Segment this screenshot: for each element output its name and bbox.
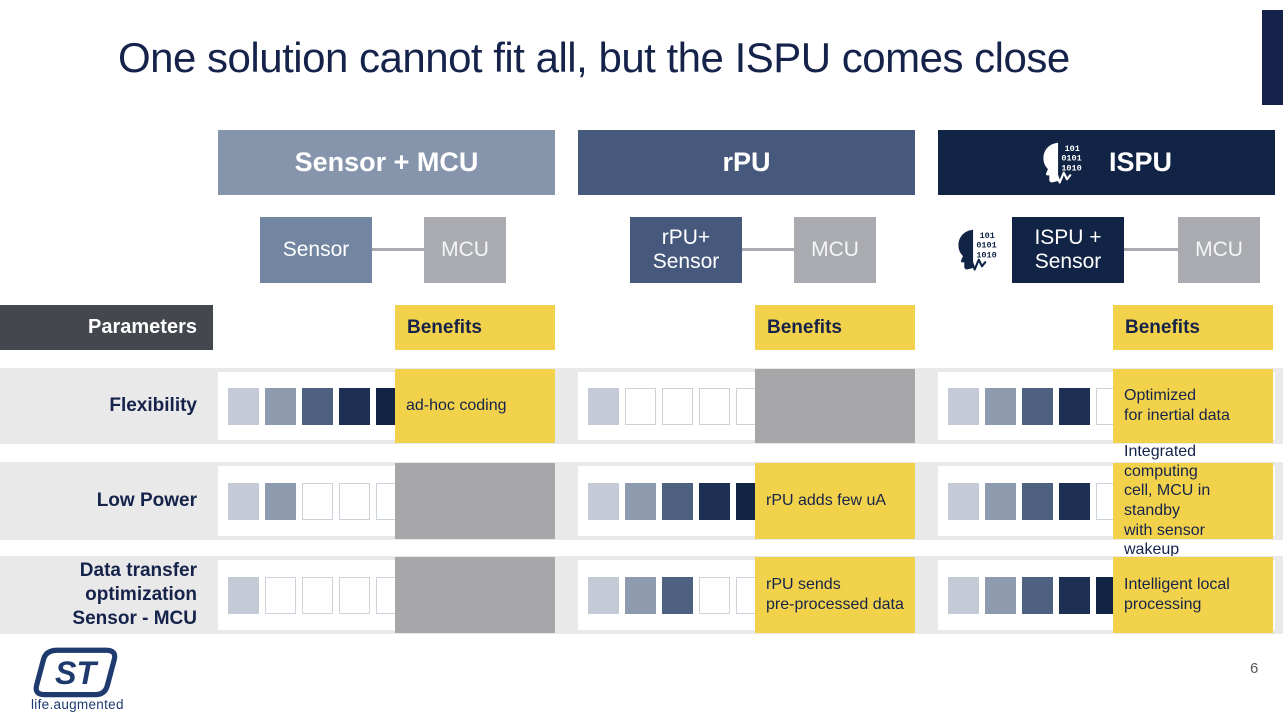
column-header-rpu: rPU <box>578 130 915 195</box>
rating-square <box>339 387 370 425</box>
benefit-box: rPU sends pre-processed data <box>755 557 915 633</box>
rating-squares <box>228 560 407 630</box>
rating-square <box>662 387 693 425</box>
rating-square <box>948 576 979 614</box>
rating-square <box>265 576 296 614</box>
column-header-label: rPU <box>722 147 771 177</box>
benefit-box <box>395 463 555 539</box>
rating-square <box>662 576 693 614</box>
rating-square <box>985 482 1016 520</box>
diagram-box-mcu: MCU <box>424 217 506 283</box>
connector-line <box>372 248 424 251</box>
logo-tagline: life.augmented <box>31 697 124 712</box>
rating-squares <box>588 560 767 630</box>
connector-line <box>1124 248 1178 251</box>
benefit-box: rPU adds few uA <box>755 463 915 539</box>
column-header-sensor-mcu: Sensor + MCU <box>218 130 555 195</box>
rating-square <box>662 482 693 520</box>
svg-text:0101: 0101 <box>976 241 996 251</box>
rating-square <box>1059 387 1090 425</box>
rating-square <box>625 387 656 425</box>
rating-square <box>588 576 619 614</box>
rating-square <box>302 482 333 520</box>
column-header-label: Sensor + MCU <box>294 147 479 177</box>
rating-square <box>625 482 656 520</box>
rating-square <box>588 482 619 520</box>
benefit-box <box>395 557 555 633</box>
rating-square <box>699 576 730 614</box>
svg-text:0101: 0101 <box>1061 153 1081 163</box>
rating-squares <box>228 372 407 440</box>
diagram-box-mcu: MCU <box>1178 217 1260 283</box>
rating-square <box>339 576 370 614</box>
svg-text:ST: ST <box>55 655 98 691</box>
benefits-header-ispu: Benefits <box>1113 305 1273 350</box>
column-header-label: ISPU <box>1108 147 1173 177</box>
benefits-header-sensor-mcu: Benefits <box>395 305 555 350</box>
diagram-box-rpu-sensor: rPU+ Sensor <box>630 217 742 283</box>
benefit-box: Integrated computing cell, MCU in standb… <box>1113 443 1273 558</box>
rating-square <box>265 387 296 425</box>
title-accent-bar <box>1262 10 1283 105</box>
benefit-box <box>755 369 915 443</box>
rating-square <box>302 387 333 425</box>
rating-square <box>948 387 979 425</box>
rating-square <box>1022 576 1053 614</box>
rating-squares <box>588 466 767 536</box>
rating-squares <box>948 560 1127 630</box>
diagram-box-ispu-sensor: ISPU + Sensor <box>1012 217 1124 283</box>
benefit-box: Optimized for inertial data <box>1113 369 1273 443</box>
diagram-box-mcu: MCU <box>794 217 876 283</box>
rating-square <box>948 482 979 520</box>
svg-text:1010: 1010 <box>1061 163 1081 173</box>
parameters-header: Parameters <box>0 305 213 350</box>
benefit-box: Intelligent local processing <box>1113 557 1273 633</box>
rating-squares <box>948 466 1127 536</box>
benefits-header-rpu: Benefits <box>755 305 915 350</box>
rating-square <box>228 387 259 425</box>
rating-square <box>228 482 259 520</box>
svg-text:101: 101 <box>980 231 995 241</box>
benefit-box: ad-hoc coding <box>395 369 555 443</box>
rating-square <box>265 482 296 520</box>
rating-square <box>588 387 619 425</box>
rating-square <box>1022 482 1053 520</box>
row-label: Low Power <box>96 490 197 512</box>
rating-square <box>985 387 1016 425</box>
row-label: Data transfer optimization Sensor - MCU <box>72 560 197 629</box>
diagram-box-sensor: Sensor <box>260 217 372 283</box>
rating-square <box>339 482 370 520</box>
ispu-head-binary-icon: 101 0101 1010 <box>956 221 1008 279</box>
page-number: 6 <box>1250 660 1259 677</box>
column-header-ispu: 101 0101 1010 ISPU <box>938 130 1275 195</box>
rating-square <box>699 482 730 520</box>
row-flexibility: Flexibility ad-hoc coding Optimized for … <box>0 368 1283 444</box>
ispu-head-binary-icon: 101 0101 1010 <box>1041 141 1093 185</box>
rating-square <box>228 576 259 614</box>
rating-square <box>625 576 656 614</box>
rating-square <box>1022 387 1053 425</box>
st-logo: ST <box>33 647 118 698</box>
rating-squares <box>228 466 407 536</box>
rating-square <box>1059 576 1090 614</box>
svg-text:1010: 1010 <box>976 250 996 260</box>
rating-square <box>699 387 730 425</box>
row-data-transfer: Data transfer optimization Sensor - MCU … <box>0 556 1283 634</box>
row-label: Flexibility <box>109 395 197 417</box>
svg-text:101: 101 <box>1065 143 1080 153</box>
rating-square <box>302 576 333 614</box>
rating-squares <box>948 372 1127 440</box>
rating-squares <box>588 372 767 440</box>
page-title: One solution cannot fit all, but the ISP… <box>118 34 1070 81</box>
row-low-power: Low Power rPU adds few uA Integrated com… <box>0 443 1283 558</box>
rating-square <box>985 576 1016 614</box>
rating-square <box>1059 482 1090 520</box>
connector-line <box>742 248 794 251</box>
